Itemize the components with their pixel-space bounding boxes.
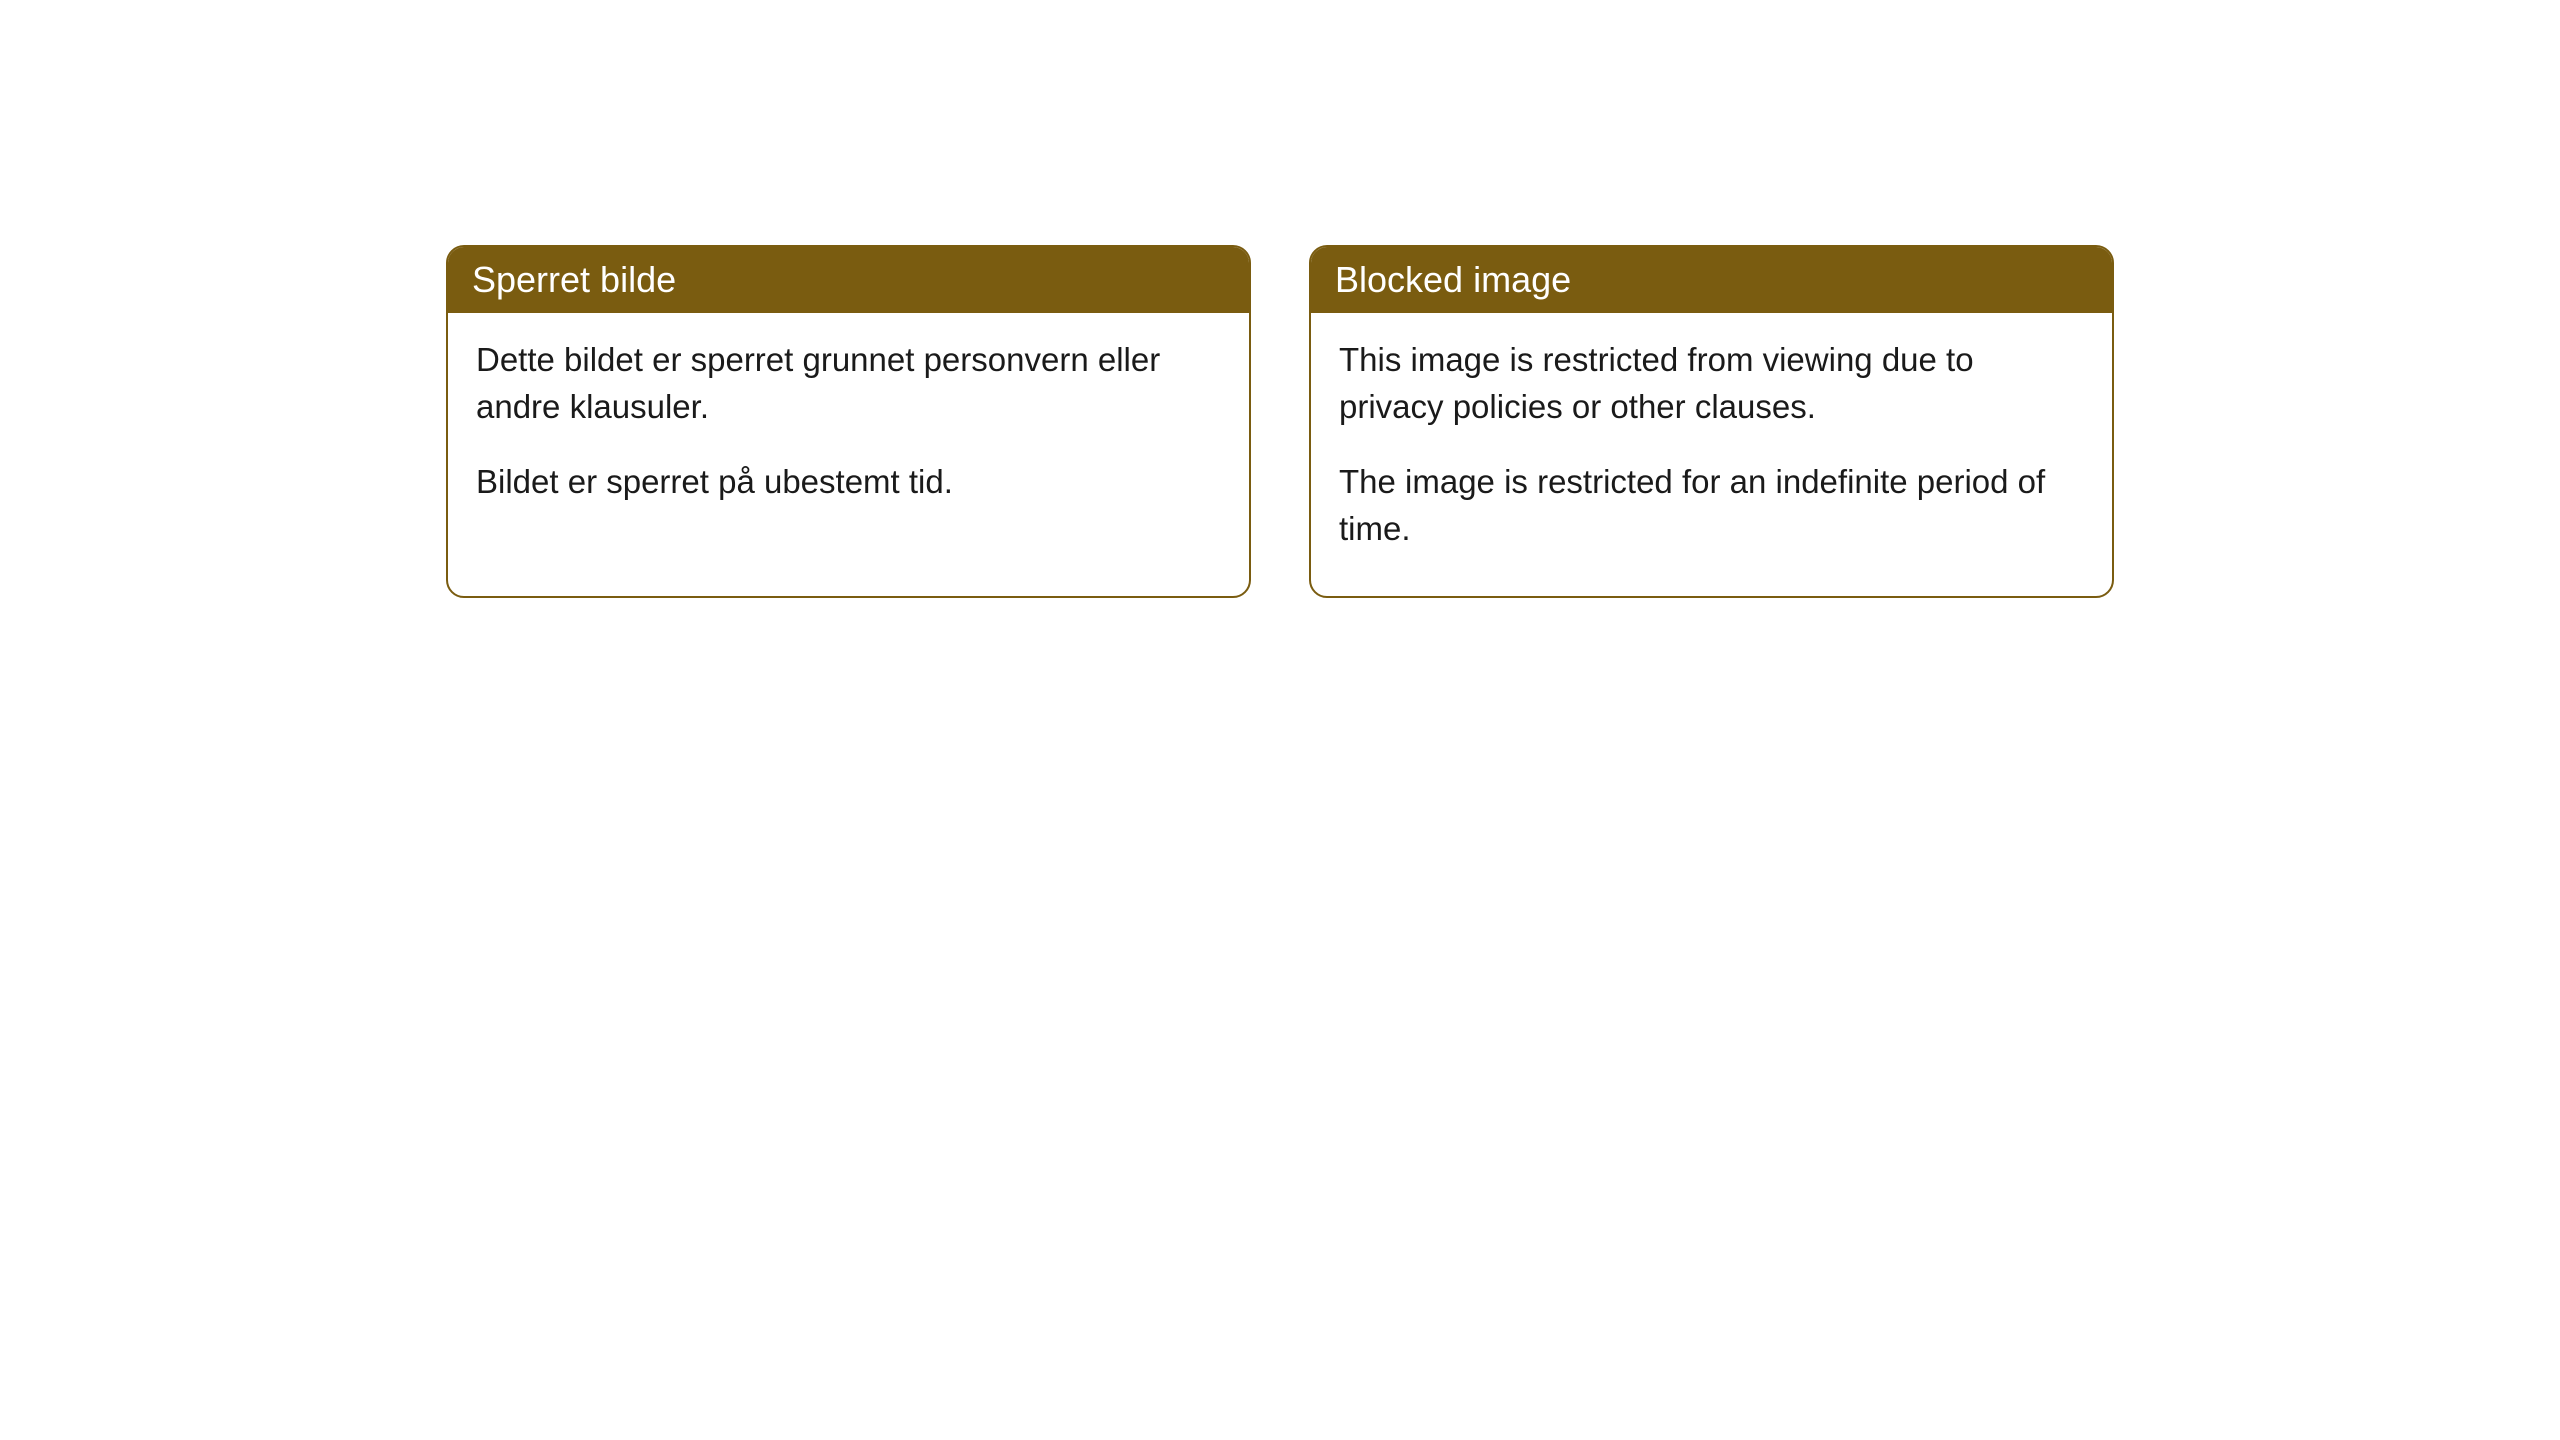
card-paragraph: This image is restricted from viewing du… <box>1339 337 2084 431</box>
notice-cards-container: Sperret bilde Dette bildet er sperret gr… <box>446 245 2114 598</box>
card-title: Sperret bilde <box>472 259 676 300</box>
card-paragraph: Bildet er sperret på ubestemt tid. <box>476 459 1221 506</box>
card-body: Dette bildet er sperret grunnet personve… <box>448 313 1249 550</box>
card-paragraph: Dette bildet er sperret grunnet personve… <box>476 337 1221 431</box>
card-header: Blocked image <box>1311 247 2112 313</box>
card-header: Sperret bilde <box>448 247 1249 313</box>
notice-card-en: Blocked image This image is restricted f… <box>1309 245 2114 598</box>
notice-card-no: Sperret bilde Dette bildet er sperret gr… <box>446 245 1251 598</box>
card-body: This image is restricted from viewing du… <box>1311 313 2112 596</box>
card-title: Blocked image <box>1335 259 1571 300</box>
card-paragraph: The image is restricted for an indefinit… <box>1339 459 2084 553</box>
